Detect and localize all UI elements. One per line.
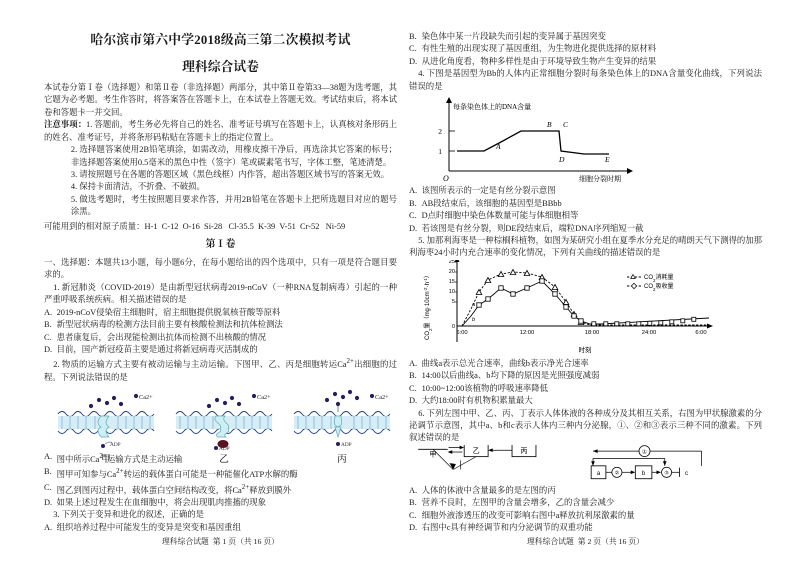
svg-text:CO2吸收量: CO2吸收量 — [644, 282, 674, 292]
svg-text:6:00: 6:00 — [456, 330, 467, 336]
svg-text:Ca2+: Ca2+ — [257, 394, 271, 401]
svg-text:B: B — [547, 120, 552, 129]
svg-text:乙: 乙 — [473, 447, 480, 455]
svg-text:CO2消耗量: CO2消耗量 — [644, 273, 674, 283]
svg-text:b: b — [472, 317, 475, 323]
svg-text:1: 1 — [438, 147, 442, 156]
svg-text:25: 25 — [449, 260, 455, 265]
svg-text:C: C — [563, 120, 569, 129]
svg-text:时刻: 时刻 — [579, 345, 592, 354]
svg-text:O: O — [443, 174, 449, 183]
svg-text:CO2量（mg·10cm-2·h-1）: CO2量（mg·10cm-2·h-1） — [423, 272, 433, 340]
svg-text:0: 0 — [452, 324, 455, 330]
svg-text:c: c — [685, 471, 688, 477]
svg-text:D: D — [558, 155, 565, 164]
svg-text:①: ① — [642, 448, 647, 455]
svg-text:③: ③ — [664, 470, 669, 476]
svg-text:a: a — [472, 302, 475, 308]
svg-text:细胞分裂时期: 细胞分裂时期 — [579, 174, 621, 183]
svg-text:12:00: 12:00 — [520, 330, 535, 336]
svg-text:b: b — [642, 471, 646, 477]
svg-text:6:00: 6:00 — [695, 330, 706, 336]
svg-text:15: 15 — [449, 279, 455, 285]
svg-text:Ca2+: Ca2+ — [375, 394, 389, 401]
svg-text:E: E — [604, 155, 610, 164]
svg-text:A: A — [495, 142, 501, 151]
svg-text:Ca2+: Ca2+ — [139, 394, 153, 401]
svg-text:每条染色体上的DNA含量: 每条染色体上的DNA含量 — [453, 102, 531, 111]
svg-text:2: 2 — [438, 127, 442, 136]
svg-text:24:00: 24:00 — [642, 330, 657, 336]
svg-text:10: 10 — [449, 289, 455, 295]
svg-text:丙: 丙 — [521, 447, 528, 455]
svg-text:ADP: ADP — [110, 442, 121, 448]
svg-text:a: a — [597, 471, 601, 477]
svg-text:ADP: ADP — [341, 442, 352, 448]
svg-text:18:00: 18:00 — [585, 330, 600, 336]
svg-text:②: ② — [615, 470, 620, 476]
svg-text:5: 5 — [452, 299, 455, 305]
svg-text:20: 20 — [449, 269, 455, 275]
